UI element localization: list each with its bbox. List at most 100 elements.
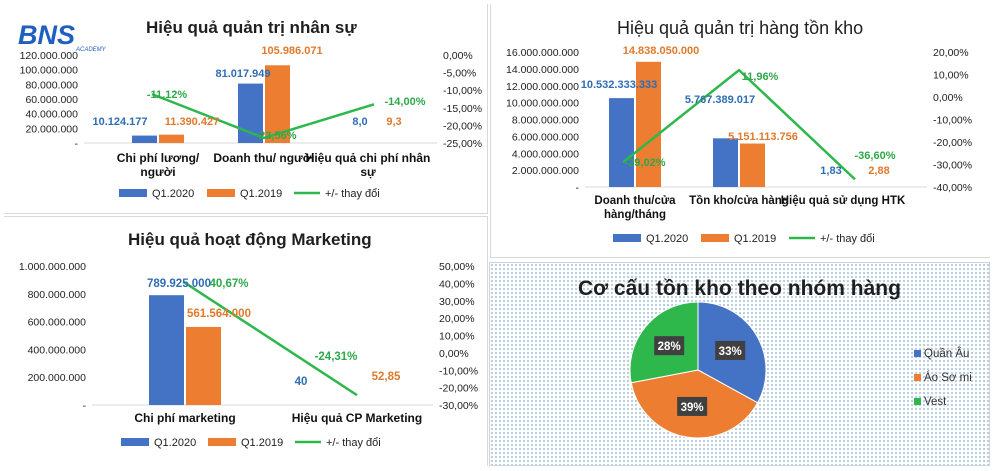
change-line xyxy=(183,281,358,397)
y-left-tick-label: 80.000.000 xyxy=(25,79,78,91)
data-label-change: -24,31% xyxy=(315,351,358,363)
logo-subtext: ACADEMY xyxy=(75,47,107,53)
chart-title-hr: Hiệu quả quản trị nhân sự xyxy=(146,18,357,37)
chart-structure-pie: 33% 39% 28% Quần Âu Áo Sơ mi Vest xyxy=(629,301,972,439)
bar-q2020 xyxy=(149,295,184,405)
pie-legend-swatch xyxy=(914,350,921,357)
logo-text: BNS xyxy=(18,20,75,50)
bar-q2019 xyxy=(636,61,661,187)
y-right-tick-label: 50,00% xyxy=(439,261,475,273)
pie-label-box xyxy=(677,396,708,416)
data-label-q2019: 5.151.113.756 xyxy=(728,131,798,143)
y-left-tick-label: 100.000.000 xyxy=(20,65,79,77)
y-left-tick-label: 12.000.000.000 xyxy=(506,81,579,93)
y-left-tick-label: - xyxy=(576,182,580,194)
y-right-tick-label: 0,00% xyxy=(933,92,963,104)
y-left-tick-label: 600.000.000 xyxy=(28,317,87,329)
chart-title-marketing: Hiệu quả hoạt động Marketing xyxy=(128,230,372,249)
pie-legend-label: Áo Sơ mi xyxy=(924,371,972,384)
category-label: hàng/tháng xyxy=(604,209,666,221)
y-right-tick-label: -20,00% xyxy=(443,120,482,132)
legend-label-change: +/- thay đổi xyxy=(326,437,381,449)
pie-label-box xyxy=(715,340,746,360)
data-label-q2019: 14.838.050.000 xyxy=(623,45,699,57)
y-right-tick-label: 10,00% xyxy=(933,70,969,82)
y-right-tick-label: -5,00% xyxy=(443,68,476,80)
data-label-change: -11,12% xyxy=(147,89,188,101)
data-label-q2020: 5.767.389.017 xyxy=(685,94,755,106)
data-label-q2019: 105.986.071 xyxy=(261,45,322,57)
y-right-tick-label: -15,00% xyxy=(443,103,482,115)
chart-title-inventory: Hiệu quả quản trị hàng tồn kho xyxy=(617,18,864,38)
y-right-tick-label: -10,00% xyxy=(439,365,478,377)
legend-swatch-q2019 xyxy=(701,234,729,242)
y-right-tick-label: -10,00% xyxy=(933,115,972,127)
pie-legend-swatch xyxy=(914,398,921,405)
y-left-tick-label: 14.000.000.000 xyxy=(506,64,579,76)
y-right-tick-label: -10,00% xyxy=(443,85,482,97)
category-label: Hiệu quả chi phí nhân xyxy=(306,151,431,165)
data-label-change: -29,02% xyxy=(625,157,666,169)
y-left-tick-label: 20.000.000 xyxy=(25,123,78,135)
change-line xyxy=(151,92,375,140)
pie-data-label: 39% xyxy=(681,402,704,414)
legend-swatch-q2020 xyxy=(613,234,641,242)
bar-q2020 xyxy=(713,138,738,187)
y-left-tick-label: 1.000.000.000 xyxy=(19,261,86,273)
chart-hr: 120.000.000 100.000.000 80.000.000 60.000.0… xyxy=(20,45,483,200)
category-label: Chi phí lương/ xyxy=(117,151,200,165)
y-left-tick-label: 6.000.000.000 xyxy=(512,131,579,143)
chart-marketing: 1.000.000.000 800.000.000 600.000.000 400.0… xyxy=(19,261,478,449)
y-right-tick-label: 0,00% xyxy=(443,50,473,62)
inventory-efficiency-panel: Hiệu quả quản trị hàng tồn kho 16.000.00… xyxy=(490,4,990,258)
data-label-q2019: 561.564.000 xyxy=(187,308,251,320)
chart-inventory: 16.000.000.000 14.000.000.000 12.000.000.0… xyxy=(506,45,972,245)
y-right-tick-label: 20,00% xyxy=(933,47,969,59)
data-label-q2019: 52,85 xyxy=(372,371,401,383)
chart-title-structure: Cơ cấu tồn kho theo nhóm hàng xyxy=(578,277,901,300)
marketing-efficiency-panel: Hiệu quả hoạt động Marketing 1.000.000.0… xyxy=(4,216,488,466)
legend-label-q2020: Q1.2020 xyxy=(152,188,194,200)
data-label-q2019: 2,88 xyxy=(868,165,889,177)
category-label: Hiệu quả sử dụng HTK xyxy=(781,195,906,207)
category-label: người xyxy=(140,165,175,179)
legend-label-q2020: Q1.2020 xyxy=(154,437,196,449)
category-label: Doanh thu/cửa xyxy=(594,195,676,207)
y-left-tick-label: - xyxy=(75,138,79,150)
y-right-tick-label: 30,00% xyxy=(439,296,475,308)
legend-label-q2019: Q1.2019 xyxy=(241,437,283,449)
data-label-q2020: 1,83 xyxy=(820,165,841,177)
y-left-tick-label: - xyxy=(83,400,87,412)
y-left-tick-label: 120.000.000 xyxy=(20,50,79,62)
bar-q2019 xyxy=(740,143,765,187)
y-left-tick-label: 800.000.000 xyxy=(28,289,87,301)
pie-legend-label: Quần Âu xyxy=(924,347,969,360)
data-label-change: 11,96% xyxy=(742,71,779,83)
category-label: Doanh thu/ người xyxy=(213,151,314,165)
y-left-tick-label: 40.000.000 xyxy=(25,109,78,121)
data-label-q2020: 789.925.000 xyxy=(147,278,211,290)
data-label-change: -36,60% xyxy=(855,150,896,162)
data-label-change: -14,00% xyxy=(385,96,426,108)
y-left-tick-label: 8.000.000.000 xyxy=(512,115,579,127)
legend-label-q2020: Q1.2020 xyxy=(646,233,688,245)
data-label-q2020: 81.017.949 xyxy=(215,68,270,80)
data-label-q2020: 40 xyxy=(295,376,308,388)
hr-efficiency-panel: BNS ACADEMY Hiệu quả quản trị nhân sự 12… xyxy=(4,4,488,214)
category-label: sự xyxy=(360,165,376,179)
y-right-tick-label: -30,00% xyxy=(933,160,972,172)
bar-q2019 xyxy=(159,134,184,143)
inventory-structure-panel: Cơ cấu tồn kho theo nhóm hàng 33% 39% 28% Q… xyxy=(489,262,990,466)
pie-data-label: 33% xyxy=(719,346,742,358)
bar-q2019 xyxy=(186,326,221,405)
category-label: Chi phí marketing xyxy=(134,411,235,425)
data-label-q2019: 9,3 xyxy=(386,116,401,128)
brand-logo: BNS ACADEMY xyxy=(18,20,107,53)
legend-swatch-q2020 xyxy=(121,438,149,446)
y-right-tick-label: -40,00% xyxy=(933,182,972,194)
legend-swatch-q2020 xyxy=(119,189,147,197)
y-right-tick-label: -25,00% xyxy=(443,138,482,150)
data-label-change: 40,67% xyxy=(209,278,248,290)
pie-legend-label: Vest xyxy=(924,396,947,408)
y-right-tick-label: 0,00% xyxy=(439,348,469,360)
